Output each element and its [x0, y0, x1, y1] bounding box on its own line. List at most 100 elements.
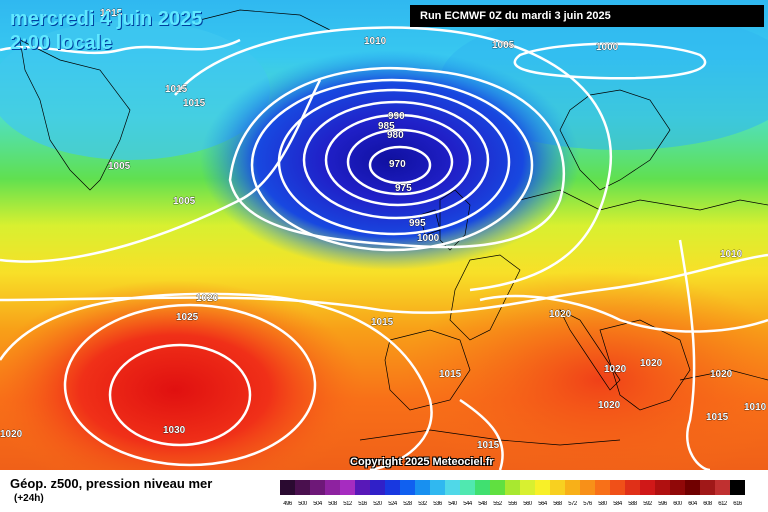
isobar-lines [0, 26, 768, 470]
isobar-1000 [228, 66, 566, 249]
isobar-980 [324, 113, 472, 207]
color-swatch [475, 480, 490, 495]
color-swatch-label: 532 [418, 501, 427, 507]
lead-time: (+24h) [14, 493, 44, 504]
isobar-label: 985 [378, 121, 395, 132]
isobar-label: 1015 [165, 84, 188, 95]
color-swatch [535, 480, 550, 495]
color-swatch-label: 568 [553, 501, 562, 507]
color-swatch-label: 504 [313, 501, 322, 507]
color-scale-labels: 496 500 504 508 512 516 520 524 528 532 536 540 544 5… [280, 501, 745, 507]
isobar-1020-east [479, 294, 768, 333]
isobar-label: 1020 [549, 309, 572, 320]
isobar-label: 1020 [0, 429, 23, 440]
isobar-label: 975 [395, 183, 412, 194]
color-swatch [505, 480, 520, 495]
color-swatch-label: 544 [463, 501, 472, 507]
color-swatch-label: 500 [298, 501, 307, 507]
isobar-970 [368, 145, 432, 185]
color-swatch-label: 540 [448, 501, 457, 507]
color-swatch-label: 520 [373, 501, 382, 507]
color-swatch [580, 480, 595, 495]
color-swatch [550, 480, 565, 495]
color-swatch-label: 600 [673, 501, 682, 507]
color-swatch [715, 480, 730, 495]
color-swatch-label: 496 [283, 501, 292, 507]
isobar-975 [346, 128, 454, 196]
color-swatch [325, 480, 340, 495]
isobar-1015-east [678, 239, 711, 470]
isobar-label: 1030 [163, 425, 186, 436]
color-swatch [355, 480, 370, 495]
color-swatch [730, 480, 745, 495]
weather-map: 1015 1010 1005 1000 1015 1015 1005 1005 990 985 98… [0, 0, 768, 470]
isobar-labels: 1015 1010 1005 1000 1015 1015 1005 1005 99098598… [0, 8, 767, 452]
color-swatch [400, 480, 415, 495]
isobar-label: 1015 [706, 412, 729, 423]
isobar-label: 1005 [108, 161, 131, 172]
copyright-text: Copyright 2025 Meteociel.fr [350, 456, 494, 468]
turkey-coast [679, 369, 768, 381]
color-swatch [670, 480, 685, 495]
high-pressure-field [0, 280, 365, 470]
isobar-label: 970 [389, 159, 406, 170]
isobar-label: 1020 [640, 358, 663, 369]
color-swatch-label: 508 [328, 501, 337, 507]
color-swatch [610, 480, 625, 495]
color-swatch-label: 524 [388, 501, 397, 507]
color-swatch-label: 588 [628, 501, 637, 507]
color-swatch-label: 576 [583, 501, 592, 507]
isobar-label: 1015 [477, 440, 500, 451]
model-run-info: Run ECMWF 0Z du mardi 3 juin 2025 [410, 5, 764, 27]
isobar-label: 1005 [173, 196, 196, 207]
color-swatch [565, 480, 580, 495]
isobar-1030 [108, 343, 252, 447]
isobar-label: 1000 [417, 233, 440, 244]
legend-footer: Géop. z500, pression niveau mer (+24h) 4… [0, 470, 768, 512]
color-swatch [700, 480, 715, 495]
isobar-label: 1010 [364, 36, 387, 47]
isobar-label: 1010 [744, 402, 767, 413]
color-swatch-label: 608 [703, 501, 712, 507]
color-swatch [295, 480, 310, 495]
arctic-coast [199, 9, 331, 31]
legend-title: Géop. z500, pression niveau mer [10, 476, 213, 491]
color-swatch [655, 480, 670, 495]
color-swatch-label: 512 [343, 501, 352, 507]
color-swatch [490, 480, 505, 495]
color-swatch-label: 604 [688, 501, 697, 507]
color-swatch-label: 552 [493, 501, 502, 507]
color-swatch-label: 536 [433, 501, 442, 507]
color-swatch-label: 612 [718, 501, 727, 507]
isobar-995 [250, 78, 534, 252]
color-swatch [415, 480, 430, 495]
color-swatch [640, 480, 655, 495]
isobar-label: 1005 [492, 40, 515, 51]
isobar-label: 980 [387, 130, 404, 141]
color-swatch [280, 480, 295, 495]
isobar-label: 1020 [196, 293, 219, 304]
isobar-1015-north [0, 38, 241, 55]
isobar-1005b [0, 79, 322, 263]
france-coast [449, 254, 521, 341]
isobar-1005 [174, 26, 613, 292]
isobar-label: 1020 [710, 369, 733, 380]
isobar-1025 [63, 303, 317, 467]
color-swatch [370, 480, 385, 495]
color-swatch [595, 480, 610, 495]
color-swatch-label: 584 [613, 501, 622, 507]
isobar-label: 1010 [720, 249, 743, 260]
isobar-label: 995 [409, 218, 426, 229]
color-swatch [685, 480, 700, 495]
isobar-985 [302, 100, 490, 220]
color-swatch-label: 592 [643, 501, 652, 507]
color-swatch [625, 480, 640, 495]
isobar-label: 1015 [371, 317, 394, 328]
color-swatch-label: 560 [523, 501, 532, 507]
isobar-label: 1015 [100, 8, 123, 19]
forecast-time: 2:00 locale [10, 32, 113, 54]
scandinavia-coast [559, 89, 671, 191]
color-swatch-label: 572 [568, 501, 577, 507]
isobar-label: 1020 [598, 400, 621, 411]
color-swatch [385, 480, 400, 495]
